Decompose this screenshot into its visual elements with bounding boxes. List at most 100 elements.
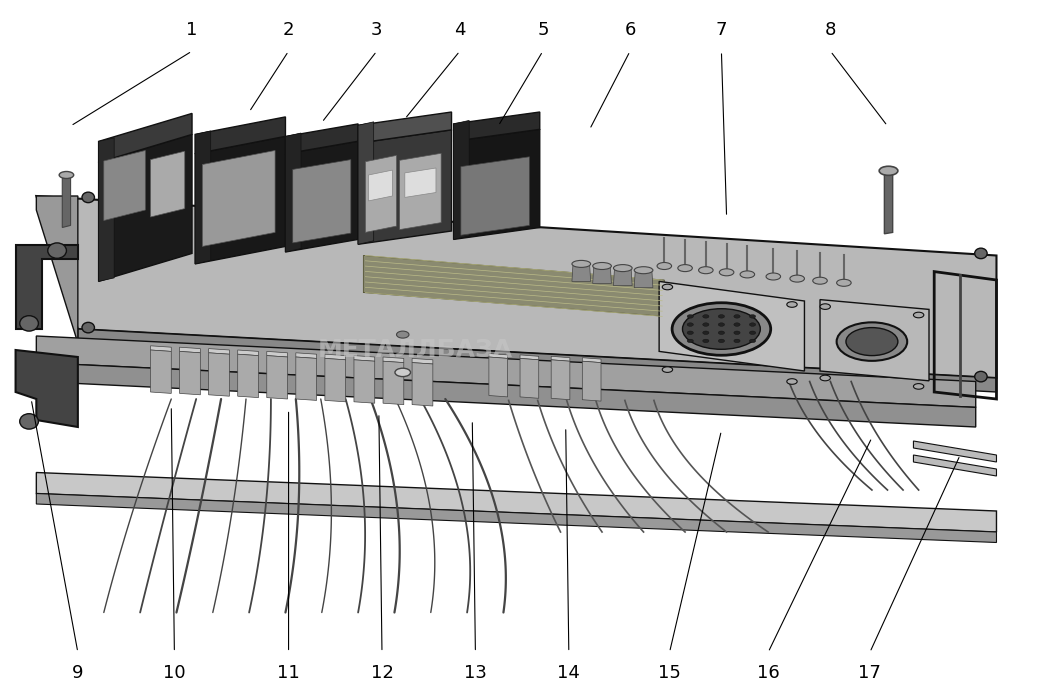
Ellipse shape bbox=[740, 271, 755, 278]
Polygon shape bbox=[285, 141, 358, 252]
Text: 15: 15 bbox=[658, 664, 681, 682]
Polygon shape bbox=[368, 170, 392, 201]
Ellipse shape bbox=[766, 273, 781, 280]
Ellipse shape bbox=[718, 323, 725, 326]
Ellipse shape bbox=[593, 262, 611, 270]
Text: 2: 2 bbox=[282, 21, 295, 39]
Ellipse shape bbox=[734, 331, 740, 335]
Ellipse shape bbox=[678, 265, 692, 272]
Polygon shape bbox=[99, 113, 192, 162]
Text: 12: 12 bbox=[371, 664, 393, 682]
Polygon shape bbox=[151, 350, 171, 393]
Text: 16: 16 bbox=[757, 664, 780, 682]
Polygon shape bbox=[293, 160, 351, 243]
Text: 8: 8 bbox=[825, 21, 836, 39]
Ellipse shape bbox=[703, 323, 709, 326]
Ellipse shape bbox=[703, 339, 709, 343]
Polygon shape bbox=[354, 360, 375, 403]
Polygon shape bbox=[36, 336, 976, 407]
Polygon shape bbox=[209, 349, 229, 354]
Polygon shape bbox=[36, 473, 996, 532]
Ellipse shape bbox=[879, 167, 898, 175]
Polygon shape bbox=[180, 351, 200, 395]
Polygon shape bbox=[151, 151, 185, 217]
Polygon shape bbox=[16, 350, 78, 427]
Polygon shape bbox=[659, 281, 804, 371]
Ellipse shape bbox=[687, 339, 693, 343]
Ellipse shape bbox=[846, 328, 898, 356]
Polygon shape bbox=[151, 346, 171, 351]
Ellipse shape bbox=[397, 331, 409, 338]
Ellipse shape bbox=[394, 368, 411, 377]
Polygon shape bbox=[520, 358, 539, 398]
Ellipse shape bbox=[790, 275, 804, 282]
Polygon shape bbox=[36, 363, 976, 427]
Polygon shape bbox=[36, 196, 996, 378]
Polygon shape bbox=[78, 329, 996, 392]
Polygon shape bbox=[520, 355, 539, 360]
Polygon shape bbox=[454, 130, 540, 239]
Polygon shape bbox=[582, 361, 601, 401]
Polygon shape bbox=[16, 245, 78, 329]
Ellipse shape bbox=[48, 243, 66, 258]
Ellipse shape bbox=[703, 331, 709, 335]
Ellipse shape bbox=[687, 323, 693, 326]
Polygon shape bbox=[195, 131, 211, 264]
Ellipse shape bbox=[975, 371, 987, 382]
Ellipse shape bbox=[719, 269, 734, 276]
Polygon shape bbox=[325, 354, 346, 360]
Polygon shape bbox=[884, 174, 893, 234]
Ellipse shape bbox=[749, 339, 756, 343]
Text: 7: 7 bbox=[715, 21, 728, 39]
Polygon shape bbox=[209, 353, 229, 396]
Polygon shape bbox=[267, 356, 288, 399]
Polygon shape bbox=[296, 357, 317, 400]
Text: 6: 6 bbox=[625, 21, 635, 39]
Polygon shape bbox=[365, 155, 397, 232]
Ellipse shape bbox=[82, 322, 94, 332]
Text: 11: 11 bbox=[277, 664, 300, 682]
Polygon shape bbox=[104, 150, 145, 220]
Polygon shape bbox=[634, 270, 653, 288]
Ellipse shape bbox=[813, 277, 827, 284]
Polygon shape bbox=[613, 268, 632, 286]
Ellipse shape bbox=[718, 339, 725, 343]
Ellipse shape bbox=[749, 315, 756, 318]
Ellipse shape bbox=[749, 331, 756, 335]
Text: 14: 14 bbox=[557, 664, 580, 682]
Ellipse shape bbox=[683, 309, 760, 349]
Polygon shape bbox=[383, 357, 404, 363]
Polygon shape bbox=[913, 455, 996, 476]
Polygon shape bbox=[267, 351, 288, 357]
Ellipse shape bbox=[749, 323, 756, 326]
Ellipse shape bbox=[699, 267, 713, 274]
Ellipse shape bbox=[787, 379, 797, 384]
Polygon shape bbox=[489, 357, 508, 397]
Ellipse shape bbox=[718, 315, 725, 318]
Ellipse shape bbox=[673, 302, 770, 356]
Polygon shape bbox=[325, 358, 346, 402]
Polygon shape bbox=[36, 494, 996, 542]
Ellipse shape bbox=[913, 384, 924, 389]
Ellipse shape bbox=[20, 316, 38, 331]
Polygon shape bbox=[195, 117, 285, 154]
Ellipse shape bbox=[703, 315, 709, 318]
Text: 5: 5 bbox=[537, 21, 549, 39]
Polygon shape bbox=[383, 361, 404, 405]
Ellipse shape bbox=[657, 262, 672, 270]
Polygon shape bbox=[285, 124, 358, 154]
Ellipse shape bbox=[59, 172, 74, 178]
Polygon shape bbox=[358, 122, 374, 244]
Polygon shape bbox=[354, 356, 375, 361]
Polygon shape bbox=[454, 120, 469, 239]
Ellipse shape bbox=[82, 193, 94, 203]
Polygon shape bbox=[358, 130, 452, 244]
Ellipse shape bbox=[687, 331, 693, 335]
Polygon shape bbox=[99, 138, 114, 281]
Polygon shape bbox=[412, 363, 433, 406]
Ellipse shape bbox=[913, 312, 924, 318]
Polygon shape bbox=[62, 176, 71, 228]
Polygon shape bbox=[400, 153, 441, 230]
Polygon shape bbox=[99, 134, 192, 281]
Text: 1: 1 bbox=[187, 21, 197, 39]
